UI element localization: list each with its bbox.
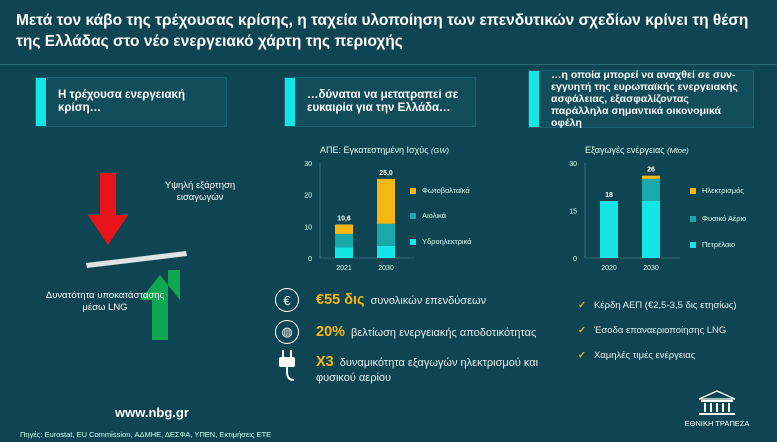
bar-total-label: 18 <box>605 192 613 199</box>
bar-segment <box>335 233 353 248</box>
y-tick-label: 10 <box>304 224 312 231</box>
title-divider <box>0 64 777 65</box>
header-box-guarantor: …η οποία μπορεί να αναχθεί σε συν-εγγυητ… <box>528 69 754 129</box>
chart2-svg: 30 15 0 18 2020 26 2030 <box>569 161 680 272</box>
bank-building-icon <box>698 390 736 415</box>
chart2-legend-item: Φυσικό Αέριο <box>690 214 746 223</box>
bar-total-label: 10,6 <box>337 215 351 222</box>
bar-segment <box>335 224 353 234</box>
chart2-title: Εξαγωγές ενέργειας (Mtoe) <box>585 145 689 155</box>
x-tick-label: 2030 <box>643 265 659 272</box>
box-accent-bar <box>285 78 295 126</box>
bar-segment <box>377 178 395 224</box>
legend-swatch <box>410 238 416 245</box>
benefit-item: ✓ Χαμηλές τιμές ενέργειας <box>578 350 696 361</box>
sources-note: Πηγές: Eurostat, EU Commission, ΑΔΜΗΕ, Δ… <box>20 430 272 439</box>
chart2-legend-item: Ηλεκτρισμός <box>690 186 744 195</box>
header-box-opportunity: …δύναται να μετατραπεί σε ευκαιρία για τ… <box>284 77 476 127</box>
high-import-dependency-label: Υψηλή εξάρτηση εισαγωγών <box>164 180 236 203</box>
balance-graphic <box>86 173 187 340</box>
x-tick-label: 2030 <box>378 265 394 272</box>
chart1-area: 30 20 10 0 10,6 2021 25,0 2030 <box>290 157 470 272</box>
plug-icon <box>279 350 295 381</box>
header-box-crisis-text: Η τρέχουσα ενεργειακή κρίση… <box>58 89 185 114</box>
y-tick-label: 0 <box>573 256 577 263</box>
bar-segment <box>642 178 660 201</box>
chart1-legend-item: Αιολικά <box>410 211 446 220</box>
y-tick-label: 30 <box>569 161 577 168</box>
chart1-svg: 30 20 10 0 10,6 2021 25,0 2030 <box>304 161 415 272</box>
lng-substitution-label: Δυνατότητα υποκατάστασης μέσω LNG <box>45 290 165 313</box>
stat-export-capacity-cont: φυσικού αερίου <box>316 372 392 384</box>
chart1-title: ΑΠΕ: Εγκατεστημένη Ισχύς (GW) <box>320 145 449 155</box>
chart2-area: 30 15 0 18 2020 26 2030 <box>555 157 735 272</box>
legend-swatch <box>410 212 416 219</box>
bar-segment <box>377 245 395 258</box>
bank-logo: ΕΘΝΙΚΗ ΤΡΑΠΕΖΑ <box>672 389 762 428</box>
euro-coins-icon: € <box>275 288 299 312</box>
check-icon: ✓ <box>578 300 586 311</box>
green-up-arrow-icon <box>140 270 180 340</box>
bar-segment <box>642 201 660 258</box>
bar-segment <box>377 223 395 246</box>
legend-swatch <box>690 215 696 222</box>
x-tick-label: 2020 <box>601 265 617 272</box>
box-accent-bar <box>36 78 46 126</box>
legend-swatch <box>690 187 696 194</box>
bar-segment <box>335 247 353 258</box>
legend-swatch <box>690 241 696 248</box>
legend-swatch <box>410 187 416 194</box>
benefit-item: ✓ Κέρδη ΑΕΠ (€2,5-3,5 δις ετησίως) <box>578 300 737 311</box>
stat-investments: €55 δις συνολικών επενδύσεων <box>316 292 487 308</box>
balance-beam <box>86 251 187 268</box>
page-title: Μετά τον κάβο της τρέχουσας κρίσης, η τα… <box>16 12 749 50</box>
box-accent-bar <box>529 71 539 127</box>
check-icon: ✓ <box>578 350 586 361</box>
y-tick-label: 0 <box>308 256 312 263</box>
bar-segment <box>600 201 618 258</box>
y-tick-label: 15 <box>569 209 577 216</box>
y-tick-label: 20 <box>304 193 312 200</box>
website-link[interactable]: www.nbg.gr <box>115 405 189 420</box>
bar-total-label: 26 <box>647 167 655 174</box>
chart1-legend-item: Υδροηλεκτρικά <box>410 237 472 246</box>
header-box-crisis: Η τρέχουσα ενεργειακή κρίση… <box>35 77 227 127</box>
check-icon: ✓ <box>578 325 586 336</box>
header-box-opportunity-text: …δύναται να μετατραπεί σε ευκαιρία για τ… <box>307 89 459 114</box>
red-down-arrow-icon <box>88 173 128 245</box>
bar-segment <box>642 175 660 179</box>
header-box-guarantor-text: …η οποία μπορεί να αναχθεί σε συν-εγγυητ… <box>551 69 738 129</box>
bar-total-label: 25,0 <box>379 170 393 177</box>
globe-efficiency-icon: ◍ <box>275 320 299 344</box>
benefit-item: ✓ Έσοδα επαναεριοποίησης LNG <box>578 325 727 336</box>
stat-efficiency: 20% βελτίωση ενεργειακής αποδοτικότητας <box>316 324 537 340</box>
chart2-legend-item: Πετρέλαιο <box>690 240 735 249</box>
x-tick-label: 2021 <box>336 265 352 272</box>
stat-export-capacity: Χ3 δυναμικότητα εξαγωγών ηλεκτρισμού και <box>316 354 539 370</box>
bank-name: ΕΘΝΙΚΗ ΤΡΑΠΕΖΑ <box>684 419 750 428</box>
chart1-legend-item: Φωτοβολταϊκά <box>410 186 470 195</box>
y-tick-label: 30 <box>304 161 312 168</box>
